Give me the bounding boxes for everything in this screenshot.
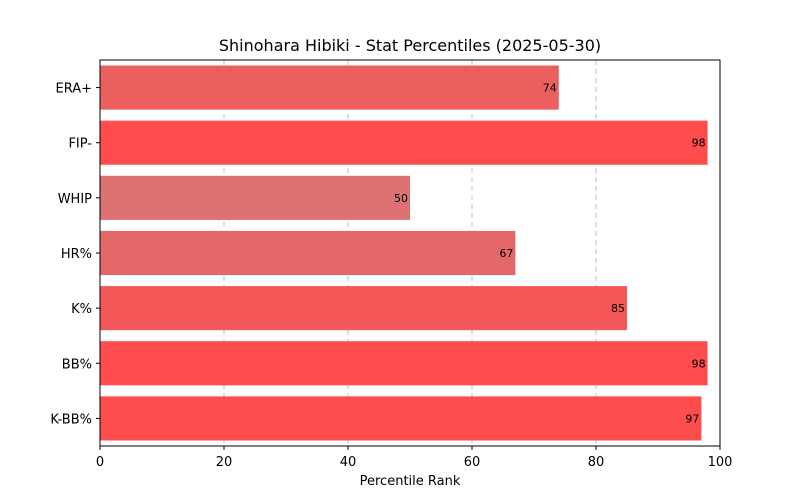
y-tick-label: FIP- bbox=[68, 137, 92, 152]
bar-value-label: 67 bbox=[499, 247, 513, 260]
x-tick-label: 60 bbox=[464, 455, 481, 470]
bar-value-label: 98 bbox=[692, 137, 706, 150]
x-tick-label: 80 bbox=[588, 455, 605, 470]
y-tick-label: K-BB% bbox=[50, 412, 92, 427]
bar bbox=[100, 396, 702, 441]
chart-title: Shinohara Hibiki - Stat Percentiles (202… bbox=[219, 36, 601, 55]
bar bbox=[100, 230, 516, 276]
x-tick-label: 0 bbox=[96, 455, 104, 470]
y-tick-label: K% bbox=[71, 302, 92, 317]
bar-value-label: 98 bbox=[692, 357, 706, 370]
y-axis-ticks: ERA+ FIP- WHIP HR% K% BB% K-BB% bbox=[50, 82, 100, 427]
bars: 74 98 50 67 85 98 97 bbox=[100, 65, 708, 441]
y-tick-label: BB% bbox=[62, 357, 92, 372]
bar bbox=[100, 120, 708, 165]
bar bbox=[100, 341, 708, 386]
y-tick-label: HR% bbox=[61, 247, 92, 262]
x-tick-label: 20 bbox=[216, 455, 233, 470]
x-axis-label: Percentile Rank bbox=[360, 474, 461, 489]
bar bbox=[100, 175, 410, 220]
bar-value-label: 97 bbox=[685, 412, 699, 425]
x-tick-label: 100 bbox=[708, 455, 733, 470]
x-tick-label: 40 bbox=[340, 455, 357, 470]
bar-value-label: 50 bbox=[394, 192, 408, 205]
bar-value-label: 85 bbox=[611, 302, 625, 315]
bar bbox=[100, 65, 559, 110]
y-tick-label: ERA+ bbox=[55, 82, 92, 97]
y-tick-label: WHIP bbox=[58, 192, 92, 207]
bar bbox=[100, 286, 627, 331]
x-axis-ticks: 0 20 40 60 80 100 bbox=[96, 446, 733, 470]
bar-value-label: 74 bbox=[543, 82, 557, 95]
